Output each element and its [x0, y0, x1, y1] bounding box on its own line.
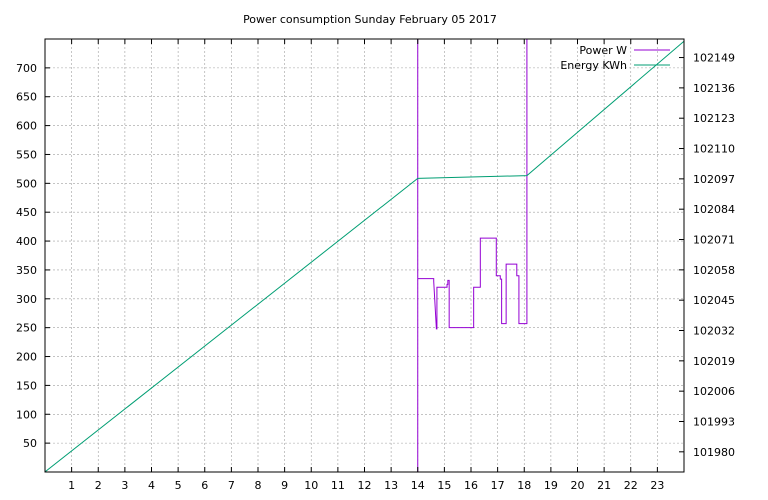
- y2-tick-label: 102149: [693, 52, 735, 65]
- y-tick-label: 250: [16, 322, 37, 335]
- y2-tick-label: 102123: [693, 112, 735, 125]
- y2-tick-label: 102032: [693, 325, 735, 338]
- legend-label: Power W: [579, 44, 627, 57]
- y-tick-label: 300: [16, 293, 37, 306]
- x-tick-label: 4: [148, 479, 155, 492]
- y-tick-label: 50: [23, 437, 37, 450]
- y2-tick-label: 102045: [693, 294, 735, 307]
- x-tick-label: 17: [491, 479, 505, 492]
- chart-title: Power consumption Sunday February 05 201…: [243, 13, 497, 26]
- x-tick-label: 10: [304, 479, 318, 492]
- x-tick-label: 18: [517, 479, 531, 492]
- y-tick-label: 550: [16, 148, 37, 161]
- x-tick-label: 23: [650, 479, 664, 492]
- x-tick-label: 5: [175, 479, 182, 492]
- x-tick-label: 12: [358, 479, 372, 492]
- x-tick-label: 16: [464, 479, 478, 492]
- y2-tick-label: 102071: [693, 234, 735, 247]
- x-tick-label: 15: [437, 479, 451, 492]
- y2-tick-label: 101980: [693, 446, 735, 459]
- x-tick-label: 19: [544, 479, 558, 492]
- x-tick-label: 11: [331, 479, 345, 492]
- y2-tick-label: 101993: [693, 415, 735, 428]
- x-tick-label: 8: [255, 479, 262, 492]
- y-tick-label: 350: [16, 264, 37, 277]
- x-tick-label: 6: [201, 479, 208, 492]
- y-tick-label: 650: [16, 91, 37, 104]
- x-tick-label: 22: [624, 479, 638, 492]
- x-tick-label: 21: [597, 479, 611, 492]
- axes: 1 2 3 4 5 6 7 8 9 10 11 12 13 14 15 16 17 18 19 20 21 22 23501…: [16, 38, 735, 492]
- y-tick-label: 100: [16, 408, 37, 421]
- legend-label: Energy KWh: [560, 59, 627, 72]
- y-tick-label: 700: [16, 62, 37, 75]
- x-tick-label: 7: [228, 479, 235, 492]
- y2-tick-label: 102019: [693, 355, 735, 368]
- y-tick-label: 400: [16, 235, 37, 248]
- y-tick-label: 200: [16, 351, 37, 364]
- y2-tick-label: 102084: [693, 203, 735, 216]
- series-line-energy-kwh: [45, 40, 684, 472]
- y2-tick-label: 102006: [693, 385, 735, 398]
- y-tick-label: 450: [16, 206, 37, 219]
- grid-lines: [45, 39, 684, 472]
- y2-tick-label: 102097: [693, 173, 735, 186]
- x-tick-label: 9: [281, 479, 288, 492]
- y-tick-label: 600: [16, 120, 37, 133]
- y-tick-label: 150: [16, 379, 37, 392]
- legend: Power W Energy KWh: [560, 44, 670, 72]
- x-tick-label: 14: [411, 479, 425, 492]
- x-tick-label: 13: [384, 479, 398, 492]
- x-tick-label: 20: [571, 479, 585, 492]
- y2-tick-label: 102110: [693, 143, 735, 156]
- y-tick-label: 500: [16, 177, 37, 190]
- y2-tick-label: 102136: [693, 82, 735, 95]
- x-tick-label: 1: [68, 479, 75, 492]
- x-tick-label: 2: [95, 479, 102, 492]
- series-line-power-w: [417, 39, 528, 472]
- series-layer: [45, 39, 684, 472]
- x-tick-label: 3: [121, 479, 128, 492]
- y2-tick-label: 102058: [693, 264, 735, 277]
- plot-border: [44, 38, 685, 473]
